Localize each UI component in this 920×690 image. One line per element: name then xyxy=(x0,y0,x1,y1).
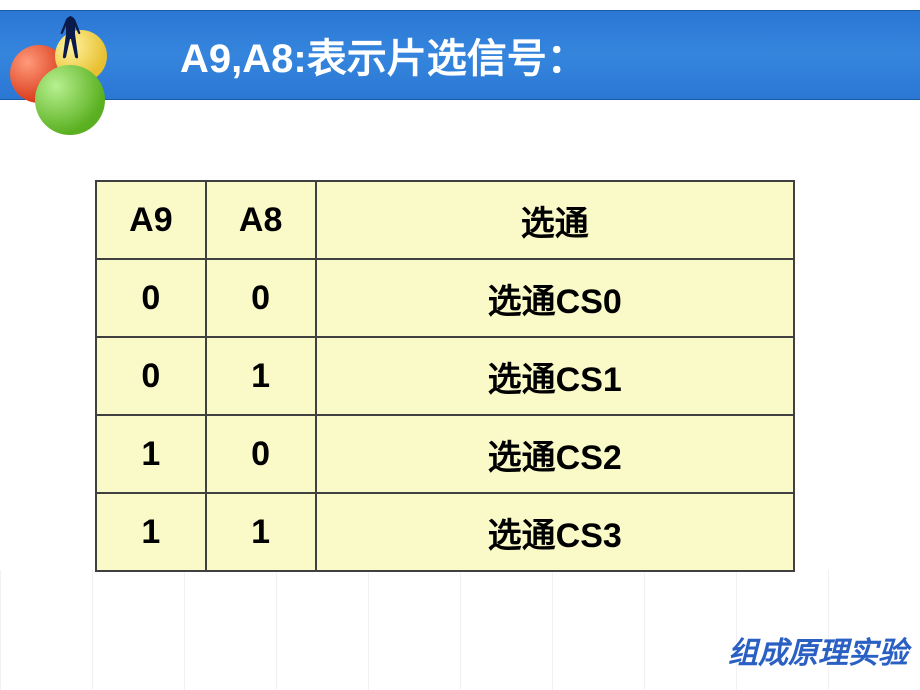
table-row: 1 1 选通CS3 xyxy=(96,493,794,571)
page-title: A9,A8:表示片选信号： xyxy=(180,26,587,84)
table-row: 1 0 选通CS2 xyxy=(96,415,794,493)
cell-sel: 选通CS3 xyxy=(316,493,795,571)
table-row: 0 1 选通CS1 xyxy=(96,337,794,415)
cell-a9: 0 xyxy=(96,337,206,415)
person-silhouette-icon xyxy=(58,8,86,78)
cell-a8: 0 xyxy=(206,259,316,337)
table-row: 0 0 选通CS0 xyxy=(96,259,794,337)
cell-a9: 1 xyxy=(96,493,206,571)
logo xyxy=(0,20,140,140)
cell-sel: 选通CS1 xyxy=(316,337,795,415)
cell-a9: 0 xyxy=(96,259,206,337)
footer-label: 组成原理实验 xyxy=(728,628,908,672)
cell-a9: 1 xyxy=(96,415,206,493)
cell-sel: 选通CS2 xyxy=(316,415,795,493)
chip-select-table: A9 A8 选通 0 0 选通CS0 0 1 选通CS1 1 0 选通CS2 1… xyxy=(95,180,795,572)
col-header-sel: 选通 xyxy=(316,181,795,259)
cell-a8: 1 xyxy=(206,493,316,571)
cell-a8: 1 xyxy=(206,337,316,415)
table-header-row: A9 A8 选通 xyxy=(96,181,794,259)
cell-sel: 选通CS0 xyxy=(316,259,795,337)
cell-a8: 0 xyxy=(206,415,316,493)
col-header-a9: A9 xyxy=(96,181,206,259)
col-header-a8: A8 xyxy=(206,181,316,259)
